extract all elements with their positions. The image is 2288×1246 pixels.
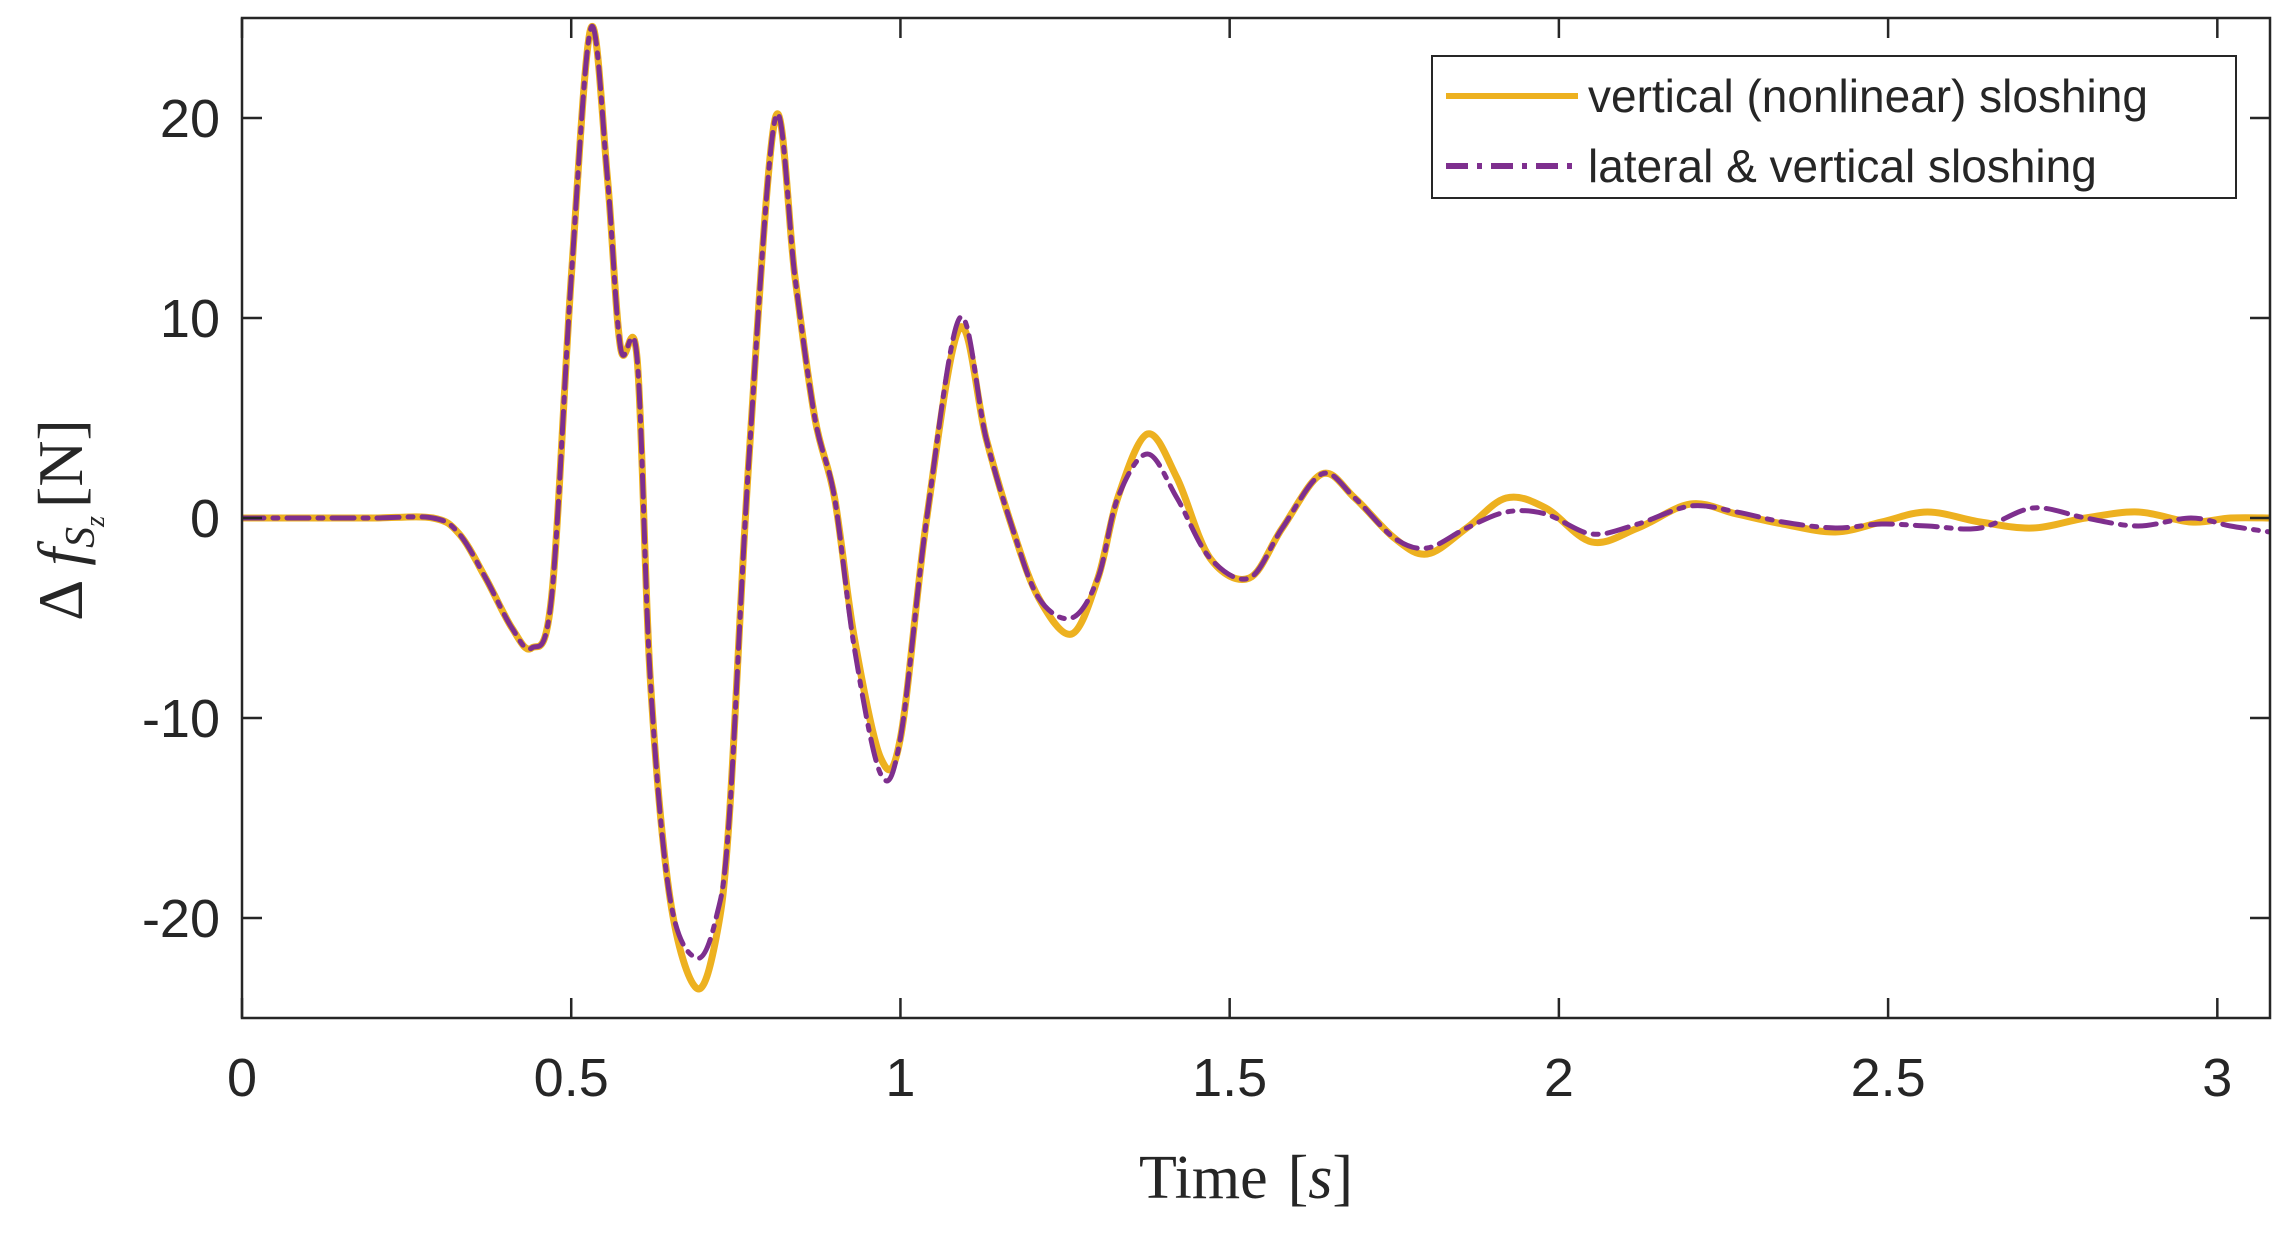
y-tick-label: -20 — [142, 889, 220, 949]
y-axis-title: ΔfSz[N] — [25, 419, 111, 621]
legend: vertical (nonlinear) sloshing lateral & … — [1431, 55, 2237, 199]
x-tick-label: 0 — [227, 1048, 257, 1108]
y-axis-unit: N — [25, 440, 96, 486]
axes: 0 0.5 1 1.5 2 2.5 3 20 10 0 -10 -20 — [142, 16, 2272, 1108]
legend-label-lateral: lateral & vertical sloshing — [1588, 140, 2097, 192]
legend-box — [1431, 55, 2237, 199]
x-axis-unit: s — [1308, 1144, 1332, 1212]
x-tick-label: 3 — [2202, 1048, 2232, 1108]
y-tick-label: 10 — [160, 289, 220, 349]
x-tick-label: 2 — [1544, 1048, 1574, 1108]
y-tick-label: 0 — [190, 489, 220, 549]
legend-label-vertical: vertical (nonlinear) sloshing — [1588, 70, 2148, 122]
series-lateral-vertical-line — [242, 23, 2270, 961]
x-axis-title-text: Time — [1139, 1144, 1268, 1212]
y-axis-subsubscript: z — [80, 516, 111, 528]
y-tick-label: -10 — [142, 689, 220, 749]
x-tick-label: 1.5 — [1192, 1048, 1267, 1108]
x-axis-title: Time [s] — [1139, 1144, 1353, 1212]
svg-text:ΔfSz[N]: ΔfSz[N] — [25, 419, 111, 621]
x-tick-label: 2.5 — [1851, 1048, 1926, 1108]
plot-area — [242, 22, 2270, 993]
y-axis-delta: Δ — [25, 580, 96, 621]
y-tick-label: 20 — [160, 89, 220, 149]
x-tick-label: 1 — [885, 1048, 915, 1108]
y-axis-subscript: S — [58, 527, 104, 548]
x-tick-label: 0.5 — [534, 1048, 609, 1108]
